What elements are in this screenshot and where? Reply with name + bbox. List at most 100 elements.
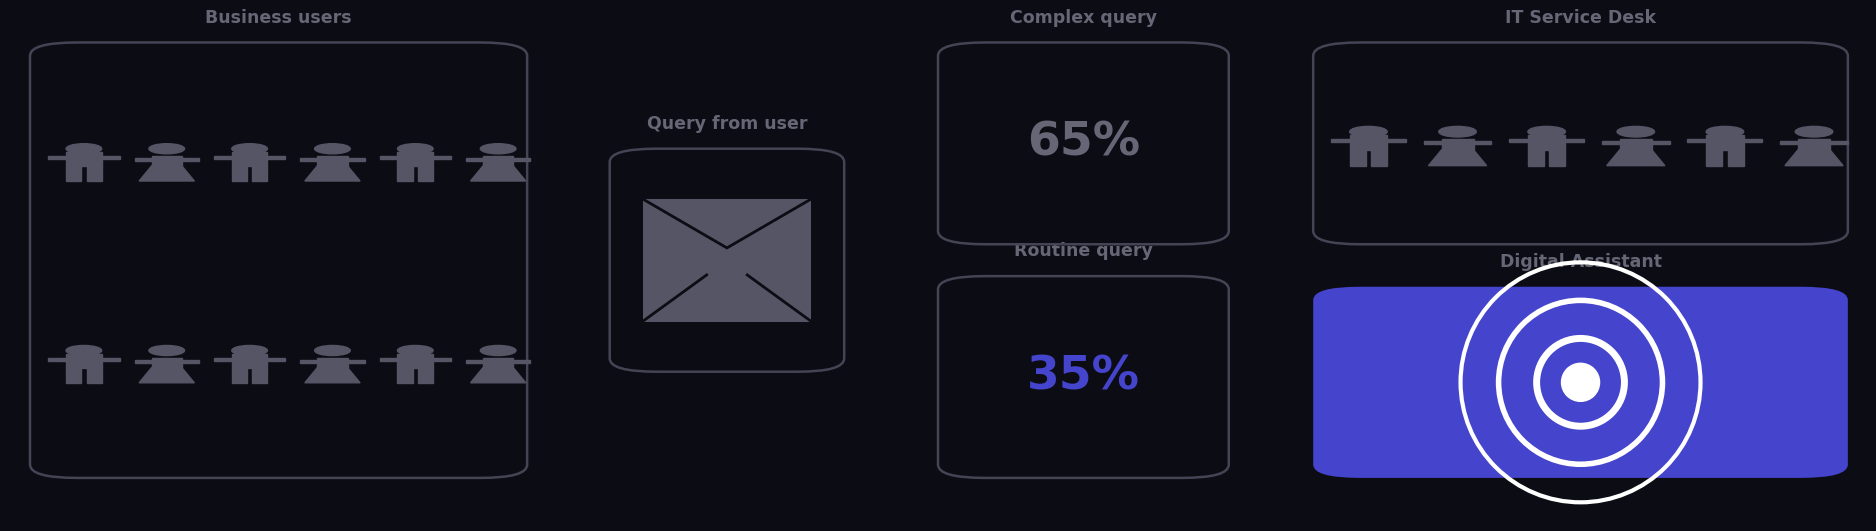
Circle shape (233, 144, 268, 154)
Bar (379, 156, 398, 159)
Circle shape (1617, 126, 1655, 137)
Bar (1743, 139, 1762, 142)
Bar (398, 354, 433, 367)
Circle shape (233, 346, 268, 356)
Circle shape (398, 144, 433, 154)
FancyBboxPatch shape (1313, 287, 1848, 478)
Circle shape (398, 346, 433, 356)
Bar (317, 156, 347, 166)
Text: 65%: 65% (1026, 121, 1141, 166)
Bar (182, 158, 199, 161)
Polygon shape (1606, 150, 1664, 166)
Bar (86, 166, 101, 181)
Bar (233, 152, 268, 166)
Bar (135, 158, 152, 161)
Polygon shape (1428, 150, 1486, 166)
Bar (398, 367, 413, 383)
Polygon shape (139, 166, 195, 181)
Bar (379, 357, 398, 361)
Bar (1619, 139, 1651, 150)
Circle shape (1795, 126, 1833, 137)
Circle shape (148, 346, 184, 356)
Bar (152, 156, 182, 166)
Bar (1527, 135, 1565, 150)
Circle shape (315, 346, 351, 356)
Bar (317, 357, 347, 367)
Bar (1565, 139, 1583, 142)
Bar (514, 158, 531, 161)
Text: Digital Assistant: Digital Assistant (1499, 253, 1662, 271)
Bar (66, 354, 101, 367)
Text: Query from user: Query from user (647, 115, 807, 133)
Text: Complex query: Complex query (1009, 8, 1157, 27)
Circle shape (1705, 126, 1743, 137)
Polygon shape (1784, 150, 1842, 166)
Bar (1797, 139, 1829, 150)
Bar (182, 359, 199, 363)
Bar (300, 359, 317, 363)
Bar (1508, 139, 1527, 142)
Circle shape (1349, 126, 1386, 137)
Bar (1424, 141, 1441, 144)
Bar (398, 166, 413, 181)
Bar (642, 199, 810, 322)
Polygon shape (304, 166, 360, 181)
Bar (152, 357, 182, 367)
Bar (1371, 150, 1386, 166)
Bar (1829, 141, 1848, 144)
Circle shape (1439, 126, 1476, 137)
Bar (418, 166, 433, 181)
Bar (347, 359, 364, 363)
Bar (398, 152, 433, 166)
Bar (214, 156, 233, 159)
Bar (1687, 139, 1705, 142)
Bar (1651, 141, 1670, 144)
Text: 35%: 35% (1026, 355, 1141, 399)
Bar (214, 357, 233, 361)
Bar (1330, 139, 1349, 142)
Bar (1705, 135, 1743, 150)
Bar (418, 367, 433, 383)
Bar (1527, 150, 1544, 166)
Bar (49, 156, 66, 159)
Bar (514, 359, 531, 363)
Circle shape (480, 144, 516, 154)
Bar (433, 156, 450, 159)
Circle shape (66, 144, 101, 154)
Ellipse shape (1561, 363, 1600, 401)
Bar (433, 357, 450, 361)
Bar (1349, 135, 1386, 150)
Bar (1386, 139, 1405, 142)
Circle shape (66, 346, 101, 356)
Bar (482, 357, 514, 367)
Bar (135, 359, 152, 363)
Bar (1473, 141, 1491, 144)
Circle shape (480, 346, 516, 356)
Bar (1728, 150, 1743, 166)
Polygon shape (471, 166, 525, 181)
Bar (66, 152, 101, 166)
Polygon shape (139, 367, 195, 383)
Polygon shape (471, 367, 525, 383)
Bar (1349, 150, 1366, 166)
Bar (300, 158, 317, 161)
Circle shape (148, 144, 184, 154)
Bar (1550, 150, 1565, 166)
Bar (1602, 141, 1619, 144)
Bar (347, 158, 364, 161)
Bar (233, 367, 248, 383)
Bar (66, 367, 81, 383)
Bar (1780, 141, 1797, 144)
Circle shape (1527, 126, 1565, 137)
Text: Routine query: Routine query (1013, 242, 1154, 260)
Circle shape (315, 144, 351, 154)
Bar (1705, 150, 1722, 166)
Bar (101, 357, 120, 361)
Bar (1441, 139, 1473, 150)
Text: IT Service Desk: IT Service Desk (1505, 8, 1657, 27)
Bar (233, 354, 268, 367)
Bar (101, 156, 120, 159)
Bar (251, 367, 268, 383)
Bar (233, 166, 248, 181)
Bar (268, 156, 285, 159)
